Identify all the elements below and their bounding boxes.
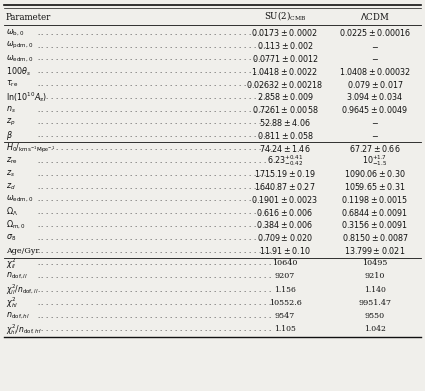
Text: $\cdot\cdot\cdot\cdot\cdot\cdot\cdot\cdot\cdot\cdot\cdot\cdot\cdot\cdot\cdot\cdo: $\cdot\cdot\cdot\cdot\cdot\cdot\cdot\cdo… — [37, 246, 272, 255]
Text: SU(2)$_{\mathregular{CMB}}$: SU(2)$_{\mathregular{CMB}}$ — [264, 9, 306, 23]
Text: $1640.87 \pm 0.27$: $1640.87 \pm 0.27$ — [254, 181, 316, 192]
Text: $\omega_{\mathrm{edm,0}}$: $\omega_{\mathrm{edm,0}}$ — [6, 194, 33, 204]
Text: 9547: 9547 — [275, 312, 295, 320]
Text: 9550: 9550 — [365, 312, 385, 320]
Text: $0.1901 \pm 0.0023$: $0.1901 \pm 0.0023$ — [252, 194, 319, 205]
Text: $\chi^2_{ll}/n_{\mathrm{dof},ll}$: $\chi^2_{ll}/n_{\mathrm{dof},ll}$ — [6, 282, 39, 297]
Text: 10552.6: 10552.6 — [269, 299, 301, 307]
Text: $0.3156 \pm 0.0091$: $0.3156 \pm 0.0091$ — [342, 219, 408, 230]
Text: $\cdot\cdot\cdot\cdot\cdot\cdot\cdot\cdot\cdot\cdot\cdot\cdot\cdot\cdot\cdot\cdo: $\cdot\cdot\cdot\cdot\cdot\cdot\cdot\cdo… — [37, 157, 272, 165]
Text: $\Lambda$CDM: $\Lambda$CDM — [360, 11, 390, 22]
Text: $0.709 \pm 0.020$: $0.709 \pm 0.020$ — [257, 232, 313, 243]
Text: $0.0173 \pm 0.0002$: $0.0173 \pm 0.0002$ — [252, 27, 318, 38]
Text: $0.616 \pm 0.006$: $0.616 \pm 0.006$ — [256, 206, 314, 218]
Text: $\cdot\cdot\cdot\cdot\cdot\cdot\cdot\cdot\cdot\cdot\cdot\cdot\cdot\cdot\cdot\cdo: $\cdot\cdot\cdot\cdot\cdot\cdot\cdot\cdo… — [37, 259, 272, 267]
Text: $1715.19 \pm 0.19$: $1715.19 \pm 0.19$ — [254, 168, 316, 179]
Text: Parameter: Parameter — [6, 13, 51, 22]
Text: $52.88 \pm 4.06$: $52.88 \pm 4.06$ — [259, 117, 311, 128]
Text: 1.156: 1.156 — [274, 285, 296, 294]
Text: $6.23^{+0.41}_{-0.42}$: $6.23^{+0.41}_{-0.42}$ — [267, 153, 303, 169]
Text: 9210: 9210 — [365, 272, 385, 280]
Text: $-$: $-$ — [371, 131, 379, 139]
Text: $\omega_{\mathrm{edm,0}}$: $\omega_{\mathrm{edm,0}}$ — [6, 53, 33, 64]
Text: 10640: 10640 — [272, 259, 298, 267]
Text: $0.7261 \pm 0.0058$: $0.7261 \pm 0.0058$ — [252, 104, 318, 115]
Text: 10495: 10495 — [362, 259, 388, 267]
Text: 9951.47: 9951.47 — [359, 299, 391, 307]
Text: $n_{\mathrm{dof},ll}$: $n_{\mathrm{dof},ll}$ — [6, 271, 28, 281]
Text: $0.113 \pm 0.002$: $0.113 \pm 0.002$ — [257, 40, 313, 51]
Text: $\chi^2_{hl}/n_{\mathrm{dof},hl}$: $\chi^2_{hl}/n_{\mathrm{dof},hl}$ — [6, 322, 42, 337]
Text: $-$: $-$ — [371, 118, 379, 127]
Text: $H_0/_{\mathrm{kms}^{-1}\mathrm{Mpc}^{-1}}$: $H_0/_{\mathrm{kms}^{-1}\mathrm{Mpc}^{-1… — [6, 142, 55, 155]
Text: $\Omega_{\Lambda}$: $\Omega_{\Lambda}$ — [6, 206, 18, 218]
Text: $67.27 \pm 0.66$: $67.27 \pm 0.66$ — [349, 143, 401, 154]
Text: $\omega_{\mathrm{pdm,0}}$: $\omega_{\mathrm{pdm,0}}$ — [6, 40, 33, 51]
Text: $\beta$: $\beta$ — [6, 129, 13, 142]
Text: $z_s$: $z_s$ — [6, 169, 15, 179]
Text: $\cdot\cdot\cdot\cdot\cdot\cdot\cdot\cdot\cdot\cdot\cdot\cdot\cdot\cdot\cdot\cdo: $\cdot\cdot\cdot\cdot\cdot\cdot\cdot\cdo… — [37, 93, 272, 101]
Text: $\omega_{\mathrm{b,0}}$: $\omega_{\mathrm{b,0}}$ — [6, 28, 24, 38]
Text: $\ln(10^{10}A_s)$: $\ln(10^{10}A_s)$ — [6, 90, 47, 104]
Text: $\cdot\cdot\cdot\cdot\cdot\cdot\cdot\cdot\cdot\cdot\cdot\cdot\cdot\cdot\cdot\cdo: $\cdot\cdot\cdot\cdot\cdot\cdot\cdot\cdo… — [37, 195, 272, 203]
Text: $\cdot\cdot\cdot\cdot\cdot\cdot\cdot\cdot\cdot\cdot\cdot\cdot\cdot\cdot\cdot\cdo: $\cdot\cdot\cdot\cdot\cdot\cdot\cdot\cdo… — [37, 183, 272, 190]
Text: $0.02632 \pm 0.00218$: $0.02632 \pm 0.00218$ — [246, 79, 324, 90]
Text: $z_{\mathrm{re}}$: $z_{\mathrm{re}}$ — [6, 156, 18, 166]
Text: 9207: 9207 — [275, 272, 295, 280]
Text: $\chi^2_{ll}$: $\chi^2_{ll}$ — [6, 256, 17, 271]
Text: $\Omega_{\mathrm{m,0}}$: $\Omega_{\mathrm{m,0}}$ — [6, 219, 26, 231]
Text: $1059.65 \pm 0.31$: $1059.65 \pm 0.31$ — [344, 181, 406, 192]
Text: $\cdot\cdot\cdot\cdot\cdot\cdot\cdot\cdot\cdot\cdot\cdot\cdot\cdot\cdot\cdot\cdo: $\cdot\cdot\cdot\cdot\cdot\cdot\cdot\cdo… — [37, 131, 272, 139]
Text: $\cdot\cdot\cdot\cdot\cdot\cdot\cdot\cdot\cdot\cdot\cdot\cdot\cdot\cdot\cdot\cdo: $\cdot\cdot\cdot\cdot\cdot\cdot\cdot\cdo… — [37, 170, 272, 178]
Text: $\cdot\cdot\cdot\cdot\cdot\cdot\cdot\cdot\cdot\cdot\cdot\cdot\cdot\cdot\cdot\cdo: $\cdot\cdot\cdot\cdot\cdot\cdot\cdot\cdo… — [37, 208, 272, 216]
Text: $1.0418 \pm 0.0022$: $1.0418 \pm 0.0022$ — [252, 66, 318, 77]
Text: $100\theta_{s}$: $100\theta_{s}$ — [6, 65, 31, 77]
Text: $n_s$: $n_s$ — [6, 104, 16, 115]
Text: $\cdot\cdot\cdot\cdot\cdot\cdot\cdot\cdot\cdot\cdot\cdot\cdot\cdot\cdot\cdot\cdo: $\cdot\cdot\cdot\cdot\cdot\cdot\cdot\cdo… — [37, 42, 272, 50]
Text: $\sigma_8$: $\sigma_8$ — [6, 233, 16, 243]
Text: $n_{\mathrm{dof},hl}$: $n_{\mathrm{dof},hl}$ — [6, 310, 30, 321]
Text: $11.91 \pm 0.10$: $11.91 \pm 0.10$ — [259, 245, 311, 256]
Text: $z_d$: $z_d$ — [6, 181, 16, 192]
Text: $\cdot\cdot\cdot\cdot\cdot\cdot\cdot\cdot\cdot\cdot\cdot\cdot\cdot\cdot\cdot\cdo: $\cdot\cdot\cdot\cdot\cdot\cdot\cdot\cdo… — [37, 312, 272, 320]
Text: $2.858 \pm 0.009$: $2.858 \pm 0.009$ — [257, 91, 313, 102]
Text: $0.0225 \pm 0.00016$: $0.0225 \pm 0.00016$ — [339, 27, 411, 38]
Text: $\cdot\cdot\cdot\cdot\cdot\cdot\cdot\cdot\cdot\cdot\cdot\cdot\cdot\cdot\cdot\cdo: $\cdot\cdot\cdot\cdot\cdot\cdot\cdot\cdo… — [37, 80, 272, 88]
Text: $13.799 \pm 0.021$: $13.799 \pm 0.021$ — [344, 245, 405, 256]
Text: $0.9645 \pm 0.0049$: $0.9645 \pm 0.0049$ — [341, 104, 408, 115]
Text: $\cdot\cdot\cdot\cdot\cdot\cdot\cdot\cdot\cdot\cdot\cdot\cdot\cdot\cdot\cdot\cdo: $\cdot\cdot\cdot\cdot\cdot\cdot\cdot\cdo… — [37, 67, 272, 75]
Text: 1.105: 1.105 — [274, 325, 296, 333]
Text: $\cdot\cdot\cdot\cdot\cdot\cdot\cdot\cdot\cdot\cdot\cdot\cdot\cdot\cdot\cdot\cdo: $\cdot\cdot\cdot\cdot\cdot\cdot\cdot\cdo… — [37, 29, 272, 37]
Text: $1090.06 \pm 0.30$: $1090.06 \pm 0.30$ — [344, 168, 406, 179]
Text: $0.811 \pm 0.058$: $0.811 \pm 0.058$ — [257, 130, 313, 141]
Text: $\cdot\cdot\cdot\cdot\cdot\cdot\cdot\cdot\cdot\cdot\cdot\cdot\cdot\cdot\cdot\cdo: $\cdot\cdot\cdot\cdot\cdot\cdot\cdot\cdo… — [37, 299, 272, 307]
Text: $z_p$: $z_p$ — [6, 117, 16, 128]
Text: $1.0408 \pm 0.00032$: $1.0408 \pm 0.00032$ — [339, 66, 411, 77]
Text: $\cdot\cdot\cdot\cdot\cdot\cdot\cdot\cdot\cdot\cdot\cdot\cdot\cdot\cdot\cdot\cdo: $\cdot\cdot\cdot\cdot\cdot\cdot\cdot\cdo… — [37, 54, 272, 63]
Text: $10^{+1.7}_{-1.5}$: $10^{+1.7}_{-1.5}$ — [363, 153, 388, 169]
Text: $0.384 \pm 0.006$: $0.384 \pm 0.006$ — [256, 219, 314, 230]
Text: Age/Gyr: Age/Gyr — [6, 246, 39, 255]
Text: $3.094 \pm 0.034$: $3.094 \pm 0.034$ — [346, 91, 404, 102]
Text: $-$: $-$ — [371, 42, 379, 50]
Text: $-$: $-$ — [371, 54, 379, 63]
Text: $0.6844 \pm 0.0091$: $0.6844 \pm 0.0091$ — [342, 206, 408, 218]
Text: $\chi^2_{hl}$: $\chi^2_{hl}$ — [6, 296, 18, 310]
Text: $\cdot\cdot\cdot\cdot\cdot\cdot\cdot\cdot\cdot\cdot\cdot\cdot\cdot\cdot\cdot\cdo: $\cdot\cdot\cdot\cdot\cdot\cdot\cdot\cdo… — [37, 144, 272, 152]
Text: $0.079 \pm 0.017$: $0.079 \pm 0.017$ — [346, 79, 403, 90]
Text: $\cdot\cdot\cdot\cdot\cdot\cdot\cdot\cdot\cdot\cdot\cdot\cdot\cdot\cdot\cdot\cdo: $\cdot\cdot\cdot\cdot\cdot\cdot\cdot\cdo… — [37, 221, 272, 229]
Text: $0.1198 \pm 0.0015$: $0.1198 \pm 0.0015$ — [341, 194, 408, 205]
Text: $\cdot\cdot\cdot\cdot\cdot\cdot\cdot\cdot\cdot\cdot\cdot\cdot\cdot\cdot\cdot\cdo: $\cdot\cdot\cdot\cdot\cdot\cdot\cdot\cdo… — [37, 234, 272, 242]
Text: $\cdot\cdot\cdot\cdot\cdot\cdot\cdot\cdot\cdot\cdot\cdot\cdot\cdot\cdot\cdot\cdo: $\cdot\cdot\cdot\cdot\cdot\cdot\cdot\cdo… — [37, 325, 272, 333]
Text: $0.0771 \pm 0.0012$: $0.0771 \pm 0.0012$ — [252, 53, 318, 64]
Text: $\cdot\cdot\cdot\cdot\cdot\cdot\cdot\cdot\cdot\cdot\cdot\cdot\cdot\cdot\cdot\cdo: $\cdot\cdot\cdot\cdot\cdot\cdot\cdot\cdo… — [37, 106, 272, 114]
Text: $\tau_{\mathrm{re}}$: $\tau_{\mathrm{re}}$ — [6, 79, 18, 90]
Text: 1.140: 1.140 — [364, 285, 386, 294]
Text: $74.24 \pm 1.46$: $74.24 \pm 1.46$ — [259, 143, 311, 154]
Text: $\cdot\cdot\cdot\cdot\cdot\cdot\cdot\cdot\cdot\cdot\cdot\cdot\cdot\cdot\cdot\cdo: $\cdot\cdot\cdot\cdot\cdot\cdot\cdot\cdo… — [37, 118, 272, 127]
Text: 1.042: 1.042 — [364, 325, 386, 333]
Text: $\cdot\cdot\cdot\cdot\cdot\cdot\cdot\cdot\cdot\cdot\cdot\cdot\cdot\cdot\cdot\cdo: $\cdot\cdot\cdot\cdot\cdot\cdot\cdot\cdo… — [37, 285, 272, 294]
Text: $\cdot\cdot\cdot\cdot\cdot\cdot\cdot\cdot\cdot\cdot\cdot\cdot\cdot\cdot\cdot\cdo: $\cdot\cdot\cdot\cdot\cdot\cdot\cdot\cdo… — [37, 272, 272, 280]
Text: $0.8150 \pm 0.0087$: $0.8150 \pm 0.0087$ — [342, 232, 408, 243]
